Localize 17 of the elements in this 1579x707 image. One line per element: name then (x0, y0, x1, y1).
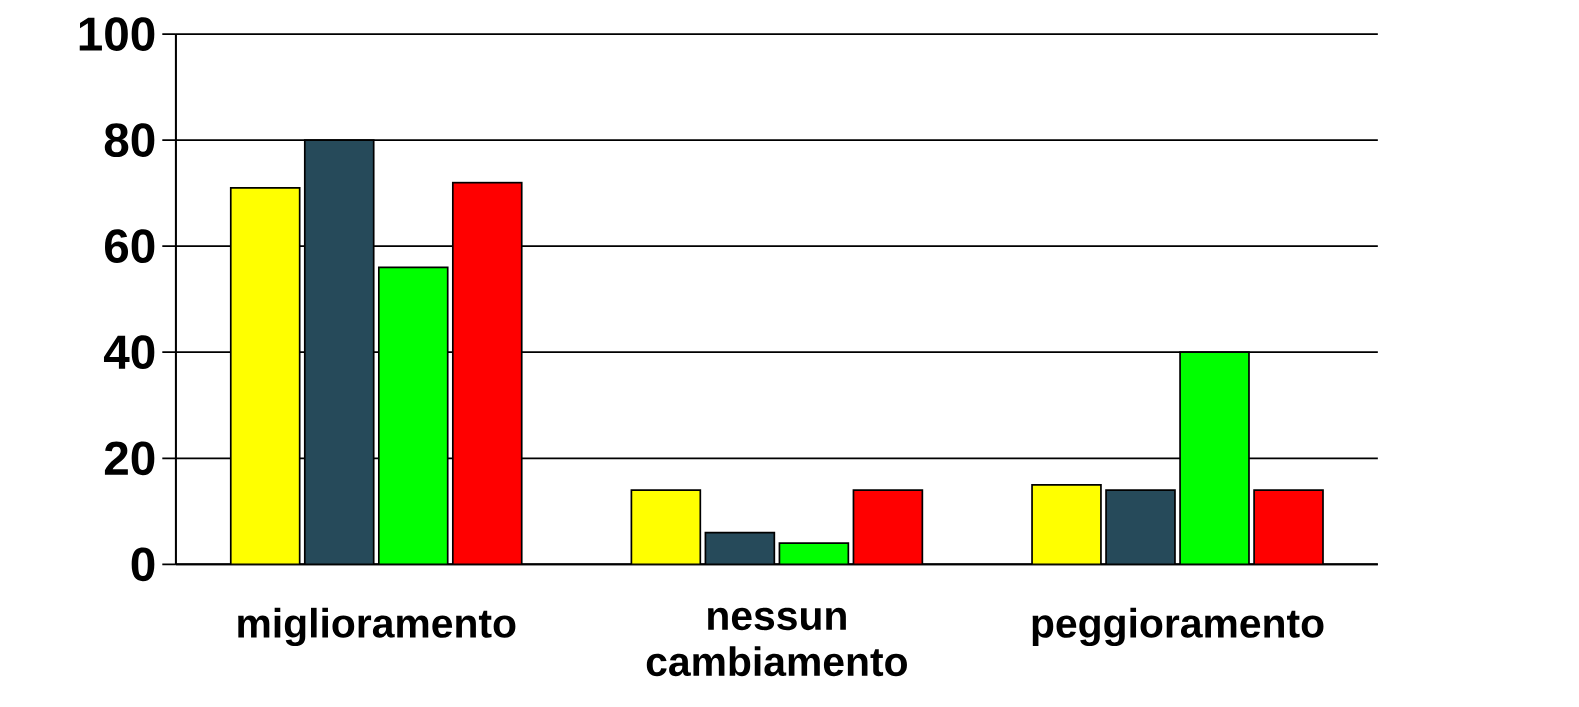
x-tick-label: nessun cambiamento (646, 608, 907, 677)
bar (1179, 351, 1250, 565)
bar (1105, 489, 1176, 565)
y-tick-label: 0 (131, 547, 155, 582)
bar (630, 489, 702, 565)
y-tick-label: 80 (104, 123, 155, 158)
y-tick-label: 60 (105, 229, 155, 264)
y-tick-label: 40 (103, 335, 155, 370)
bar (303, 139, 375, 565)
x-tick-label: peggioramento (1032, 608, 1324, 647)
bar (1031, 484, 1102, 565)
bar (229, 187, 301, 565)
x-tick-label: miglioramento (238, 608, 516, 647)
bar (377, 266, 449, 565)
y-tick-label: 100 (79, 17, 155, 52)
y-tick-label: 20 (104, 441, 155, 476)
bar (704, 531, 776, 565)
